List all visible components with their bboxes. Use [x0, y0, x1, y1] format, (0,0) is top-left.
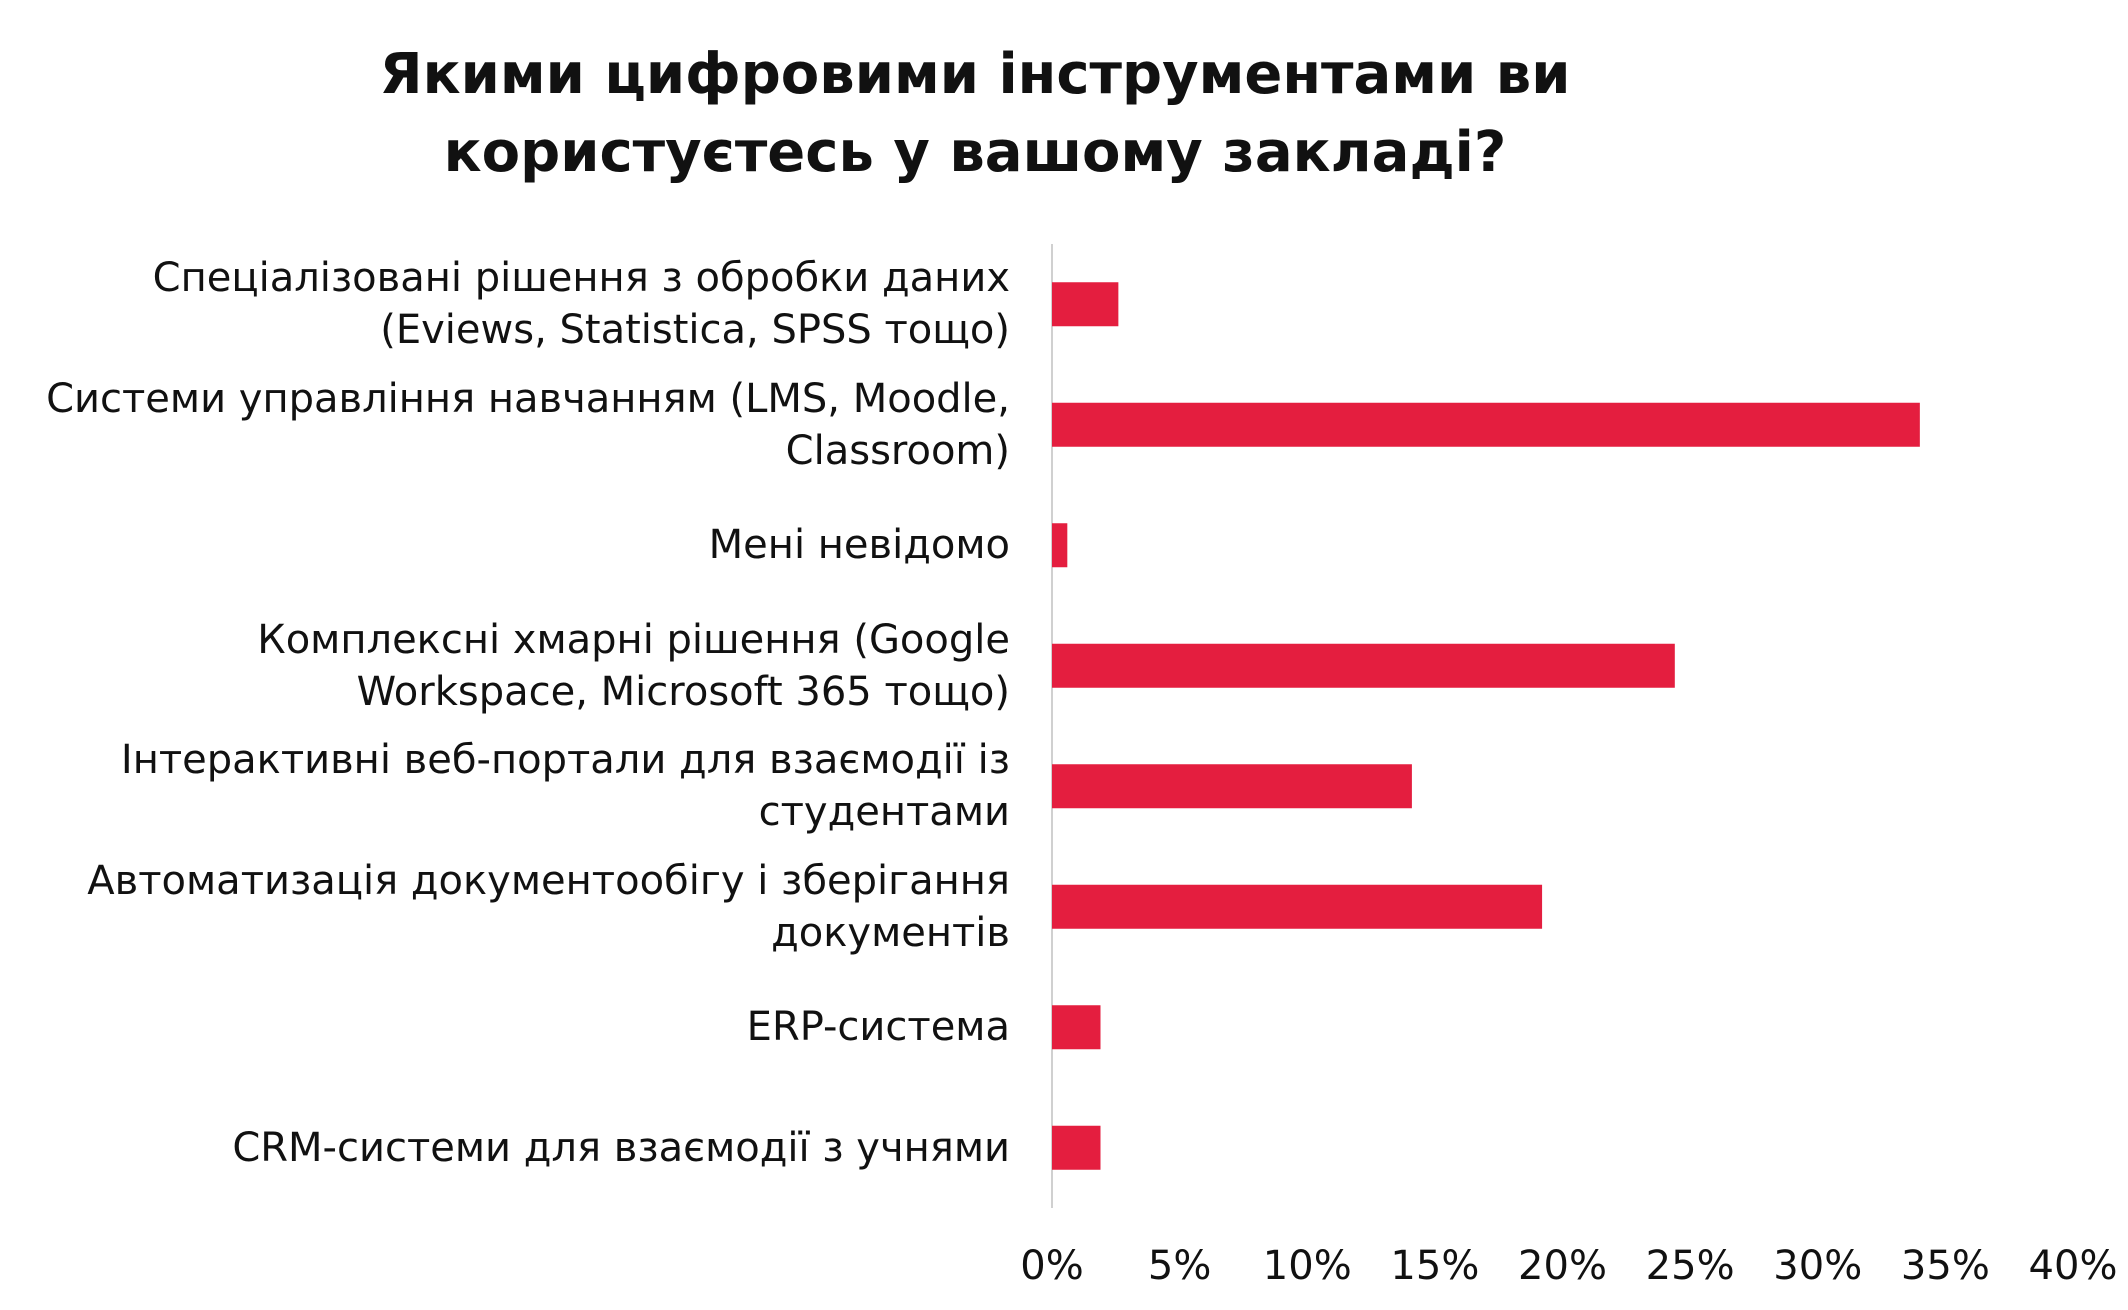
x-tick-label: 25%: [1646, 1243, 1735, 1289]
bar: [1052, 643, 1675, 688]
y-tick-label: Мені невідомо: [20, 485, 1010, 606]
x-tick-label: 30%: [1773, 1243, 1862, 1289]
y-tick-label: ERP-система: [20, 967, 1010, 1088]
category-text: Системи управління навчанням (LMS, Moodl…: [46, 375, 1010, 474]
x-tick-label: 35%: [1901, 1243, 1990, 1289]
x-tick-label: 10%: [1263, 1243, 1352, 1289]
bar: [1052, 282, 1119, 327]
category-text: ERP-система: [746, 1004, 1010, 1051]
x-tick-label: 5%: [1148, 1243, 1211, 1289]
bar: [1052, 764, 1412, 809]
y-tick-label: CRM-системи для взаємодії з учнями: [20, 1088, 1010, 1209]
bar: [1052, 1125, 1101, 1170]
y-tick-label: Системи управління навчанням (LMS, Moodl…: [20, 365, 1010, 486]
y-tick-label: Комплексні хмарні рішення (Google Worksp…: [20, 606, 1010, 727]
category-text: Інтерактивні веб-портали для взаємодії і…: [120, 737, 1010, 836]
category-text: CRM-системи для взаємодії з учнями: [232, 1124, 1010, 1171]
y-tick-label: Інтерактивні веб-портали для взаємодії і…: [20, 726, 1010, 847]
y-tick-label: Автоматизація документообігу і зберіганн…: [20, 847, 1010, 968]
x-tick-label: 15%: [1390, 1243, 1479, 1289]
category-text: Автоматизація документообігу і зберіганн…: [87, 857, 1010, 956]
bar: [1052, 402, 1920, 447]
category-text: Спеціалізовані рішення з обробки даних (…: [152, 255, 1010, 354]
x-tick-label: 0%: [1020, 1243, 1083, 1289]
x-tick-label: 40%: [2029, 1243, 2118, 1289]
y-tick-label: Спеціалізовані рішення з обробки даних (…: [20, 244, 1010, 365]
bar: [1052, 1005, 1101, 1050]
category-text: Комплексні хмарні рішення (Google Worksp…: [257, 616, 1010, 715]
x-tick-label: 20%: [1518, 1243, 1607, 1289]
chart-title: Якими цифровими інструментами ви користу…: [379, 42, 1571, 185]
bar: [1052, 523, 1068, 568]
bar: [1052, 884, 1543, 929]
category-text: Мені невідомо: [708, 522, 1010, 569]
